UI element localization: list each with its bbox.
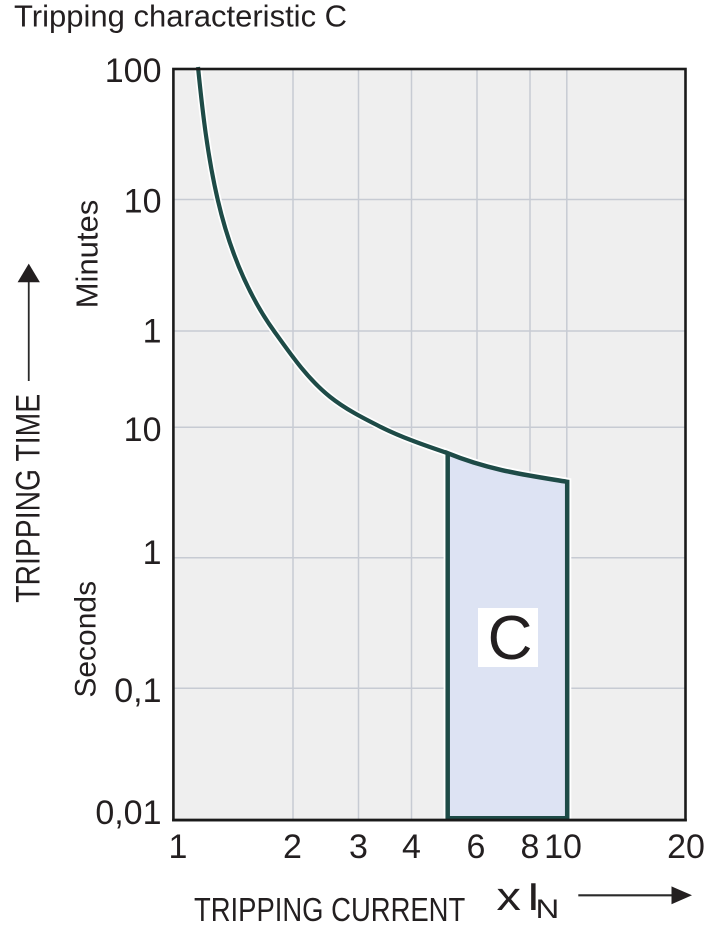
svg-text:8: 8 [521, 828, 540, 866]
svg-text:I: I [527, 876, 540, 919]
svg-text:10: 10 [124, 411, 162, 449]
svg-text:1: 1 [143, 534, 162, 572]
svg-text:x: x [497, 875, 521, 919]
svg-text:2: 2 [283, 828, 302, 866]
svg-text:1: 1 [143, 313, 162, 351]
svg-text:0,1: 0,1 [114, 672, 161, 710]
svg-text:TRIPPING CURRENT: TRIPPING CURRENT [194, 891, 465, 928]
svg-text:10: 10 [124, 183, 162, 221]
svg-text:0,01: 0,01 [95, 794, 161, 832]
svg-text:N: N [536, 895, 560, 925]
svg-text:TRIPPING TIME: TRIPPING TIME [9, 394, 47, 603]
svg-text:1: 1 [169, 828, 188, 866]
svg-text:100: 100 [105, 52, 162, 90]
svg-text:Seconds: Seconds [70, 581, 103, 698]
svg-text:20: 20 [667, 828, 705, 866]
svg-text:10: 10 [544, 828, 582, 866]
svg-text:C: C [488, 604, 533, 673]
svg-text:Minutes: Minutes [70, 200, 105, 309]
svg-text:4: 4 [402, 828, 421, 866]
svg-text:6: 6 [467, 828, 486, 866]
svg-text:Tripping characteristic C: Tripping characteristic C [14, 0, 347, 34]
svg-text:3: 3 [349, 828, 368, 866]
